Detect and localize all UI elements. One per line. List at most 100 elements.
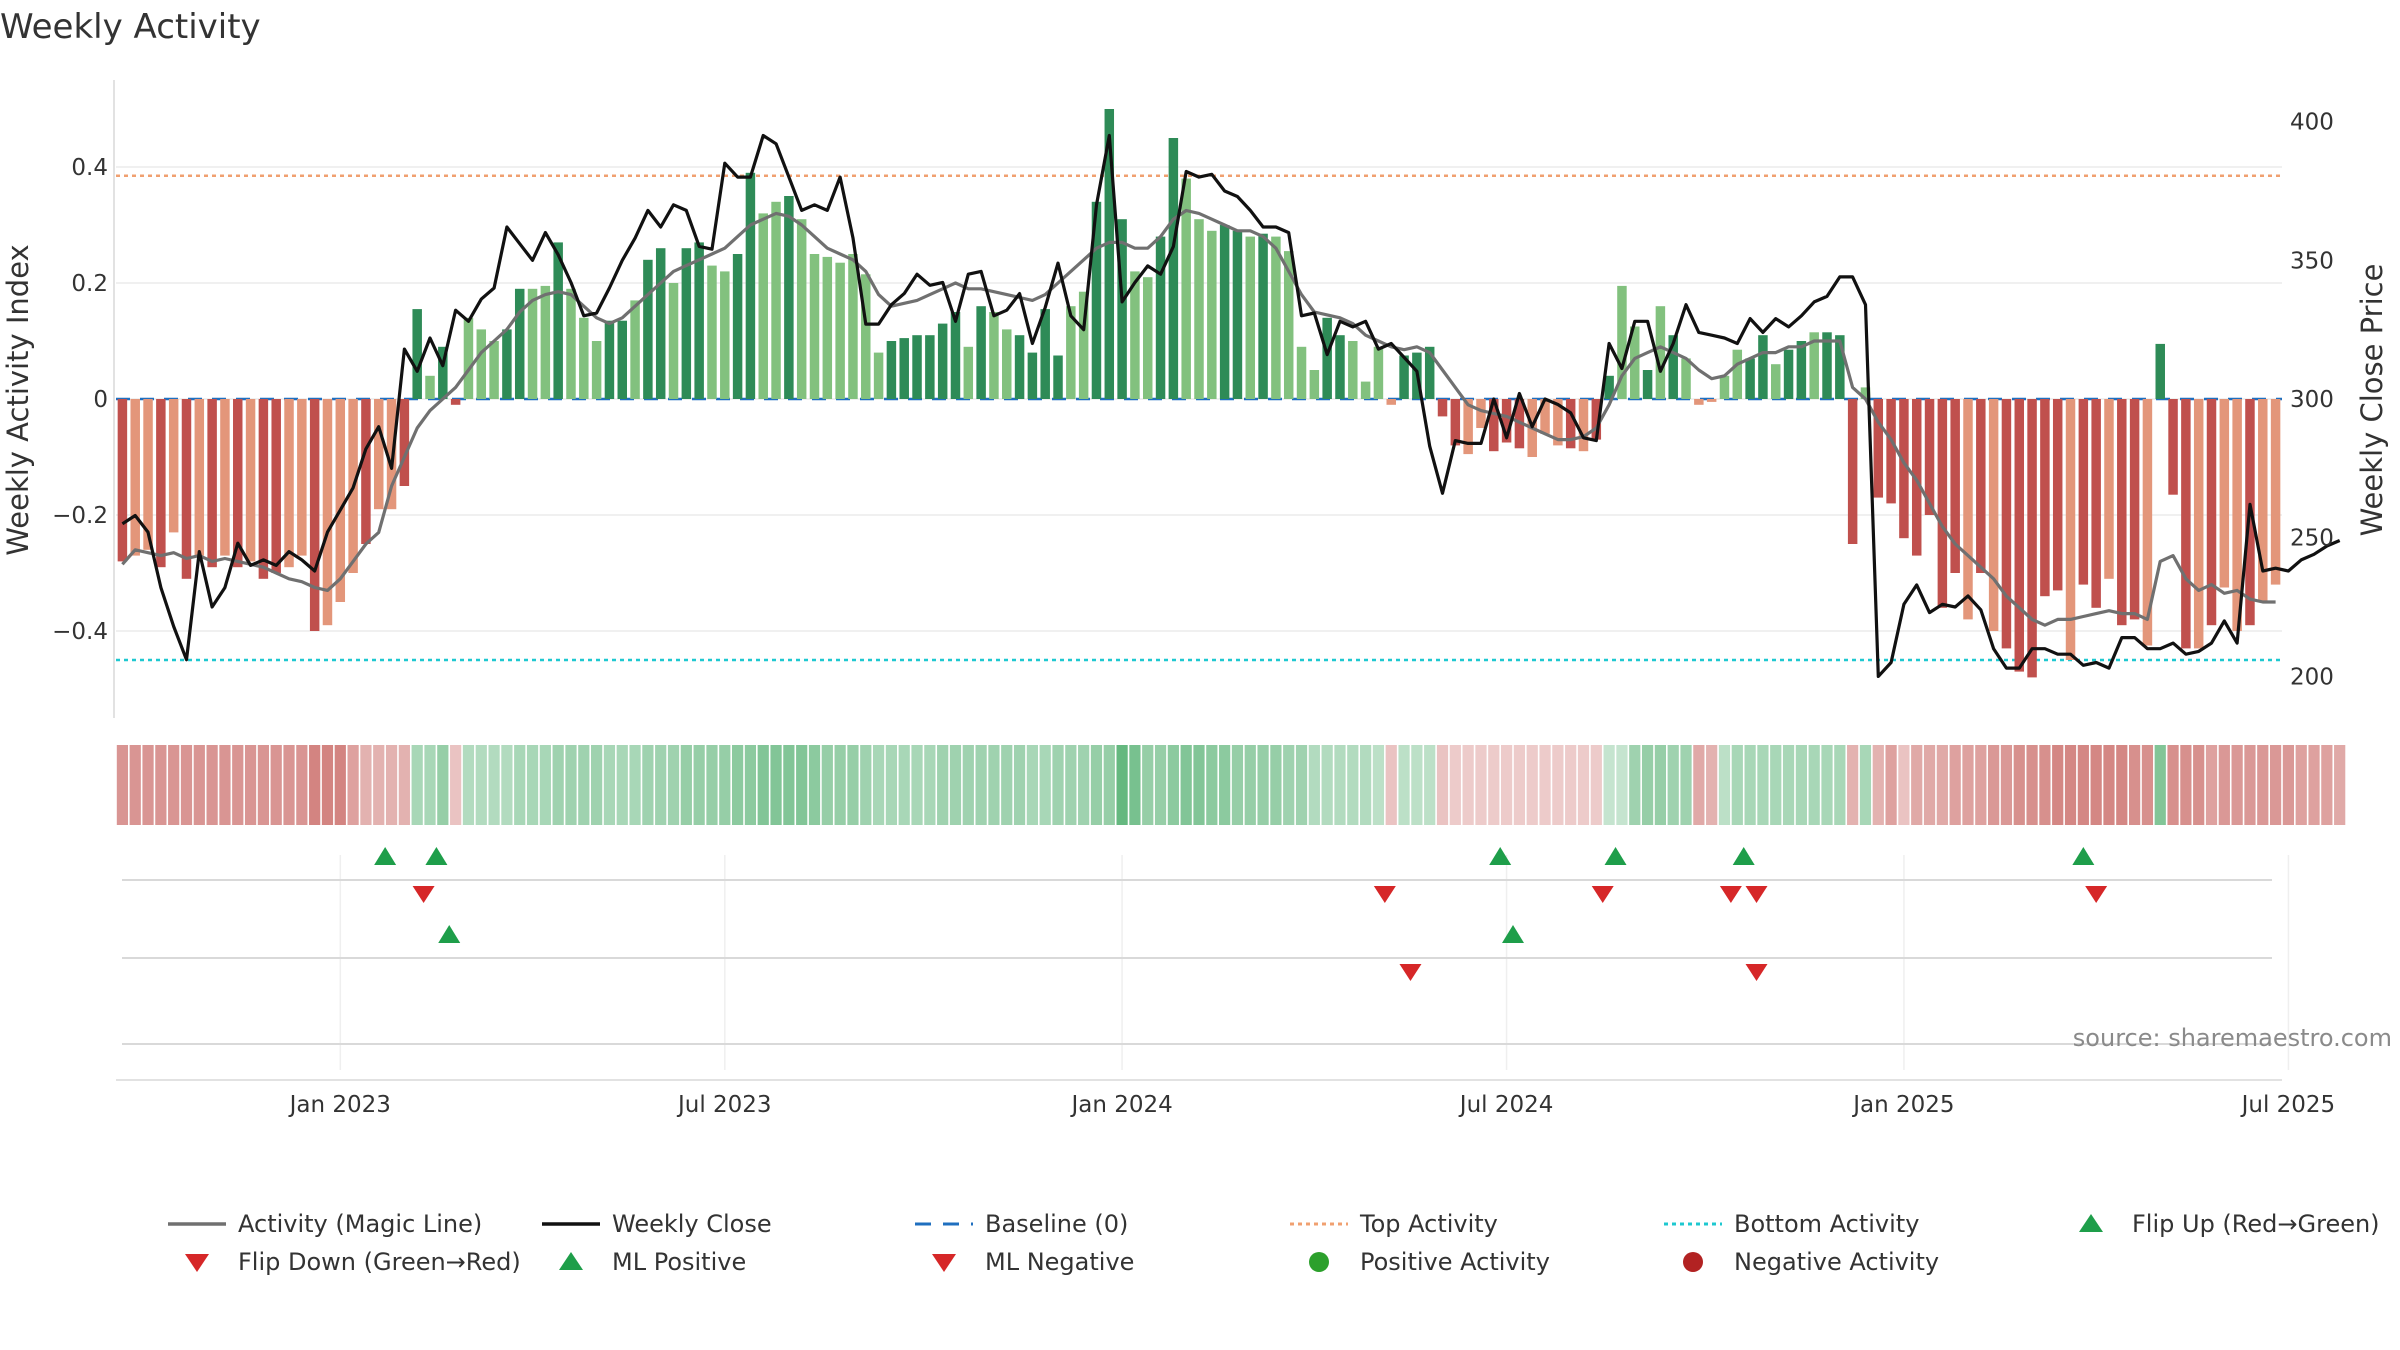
strip-cell bbox=[1552, 745, 1564, 825]
activity-bar bbox=[463, 317, 474, 399]
activity-bar bbox=[1911, 399, 1922, 556]
activity-bar bbox=[1553, 399, 1563, 446]
strip-cell bbox=[2218, 745, 2230, 825]
legend-item: Negative Activity bbox=[1683, 1248, 1939, 1276]
strip-cell bbox=[1513, 745, 1526, 825]
strip-cell bbox=[232, 745, 244, 825]
strip-cell bbox=[1782, 745, 1795, 825]
activity-bar bbox=[681, 248, 692, 399]
strip-cell bbox=[1078, 745, 1090, 825]
strip-cell bbox=[1988, 745, 2000, 825]
activity-bar bbox=[1873, 399, 1884, 498]
activity-bar bbox=[2040, 399, 2050, 597]
strip-cell bbox=[655, 745, 667, 825]
y-tick-label: 0 bbox=[93, 387, 108, 413]
activity-bar bbox=[309, 399, 320, 631]
activity-bar bbox=[1745, 358, 1755, 399]
strip-cell bbox=[1693, 745, 1705, 825]
activity-bar bbox=[514, 288, 525, 399]
strip-cell bbox=[1385, 745, 1397, 825]
activity-bar bbox=[1963, 399, 1973, 620]
y2-tick-label: 400 bbox=[2290, 110, 2334, 136]
strip-cell bbox=[373, 745, 385, 825]
strip-cell bbox=[1436, 745, 1449, 825]
strip-cell bbox=[1616, 745, 1628, 825]
strip-cell bbox=[834, 745, 846, 825]
activity-bar bbox=[2181, 399, 2191, 649]
strip-cell bbox=[1654, 745, 1667, 825]
legend-label: Activity (Magic Line) bbox=[238, 1210, 482, 1238]
strip-cell bbox=[962, 745, 974, 825]
signal-down-marker bbox=[2085, 886, 2108, 903]
strip-cell bbox=[296, 745, 308, 825]
strip-cell bbox=[501, 745, 513, 825]
activity-bar bbox=[1771, 364, 1781, 399]
strip-cell bbox=[2064, 745, 2077, 825]
activity-bar bbox=[1360, 381, 1371, 399]
signal-up-marker bbox=[1502, 925, 1525, 943]
activity-bar bbox=[1335, 335, 1345, 399]
y-tick-label: 0.2 bbox=[71, 271, 108, 297]
strip-cell bbox=[1629, 745, 1641, 825]
strip-cell bbox=[1142, 745, 1154, 825]
strip-cell bbox=[1770, 745, 1782, 825]
strip-cell bbox=[1308, 745, 1320, 825]
strip-cell bbox=[1257, 745, 1269, 825]
legend: Activity (Magic Line) Weekly Close Baselin… bbox=[168, 1210, 2380, 1276]
activity-bar bbox=[2232, 399, 2242, 631]
activity-bar bbox=[502, 329, 512, 399]
activity-bar bbox=[1463, 399, 1473, 455]
strip-cell bbox=[385, 745, 398, 825]
activity-bar bbox=[2117, 399, 2127, 626]
activity-bar bbox=[168, 399, 179, 533]
activity-bar bbox=[579, 317, 589, 399]
strip-cell bbox=[116, 745, 129, 825]
strip-cell bbox=[1718, 745, 1731, 825]
legend-item: Baseline (0) bbox=[915, 1210, 1128, 1238]
activity-bar bbox=[2142, 399, 2153, 646]
activity-bar bbox=[1232, 230, 1243, 399]
strip-cell bbox=[2244, 745, 2256, 825]
strip-cell bbox=[1360, 745, 1372, 825]
activity-bar bbox=[476, 329, 487, 399]
activity-bar bbox=[1091, 201, 1102, 399]
strip-cell bbox=[2295, 745, 2307, 825]
activity-bar bbox=[2219, 399, 2230, 588]
activity-bar bbox=[1002, 329, 1012, 399]
activity-bar bbox=[925, 335, 935, 399]
strip-cell bbox=[1154, 745, 1167, 825]
strip-cell bbox=[821, 745, 833, 825]
activity-bar bbox=[1271, 236, 1281, 399]
strip-cell bbox=[1039, 745, 1051, 825]
strip-cell bbox=[1244, 745, 1256, 825]
strip-cell bbox=[2205, 745, 2218, 825]
activity-bar bbox=[963, 346, 974, 399]
strip-cell bbox=[911, 745, 923, 825]
strip-cell bbox=[1206, 745, 1218, 825]
strip-cell bbox=[796, 745, 808, 825]
strip-cell bbox=[1116, 745, 1128, 825]
legend-label: Bottom Activity bbox=[1734, 1210, 1919, 1238]
strip-cell bbox=[2308, 745, 2320, 825]
strip-cell bbox=[1962, 745, 1974, 825]
strip-cell bbox=[565, 745, 577, 825]
activity-bar bbox=[284, 399, 294, 568]
strip-cell bbox=[2129, 745, 2141, 825]
activity-bar bbox=[796, 219, 807, 399]
legend-swatch bbox=[2079, 1214, 2103, 1232]
strip-cell bbox=[783, 745, 795, 825]
activity-bar bbox=[591, 341, 602, 399]
weekly-close-series bbox=[121, 133, 2341, 679]
activity-bar bbox=[784, 196, 794, 399]
strip-cell bbox=[2334, 745, 2346, 825]
activity-bar bbox=[1168, 138, 1179, 399]
activity-bar bbox=[438, 346, 448, 399]
strip-cell bbox=[1103, 745, 1115, 825]
strip-cell bbox=[219, 745, 231, 825]
series-lines bbox=[121, 133, 2341, 679]
strip-cell bbox=[1898, 745, 1910, 825]
y2-axis-label: Weekly Close Price bbox=[2355, 264, 2389, 537]
strip-cell bbox=[591, 745, 603, 825]
legend-item: Activity (Magic Line) bbox=[168, 1210, 482, 1238]
